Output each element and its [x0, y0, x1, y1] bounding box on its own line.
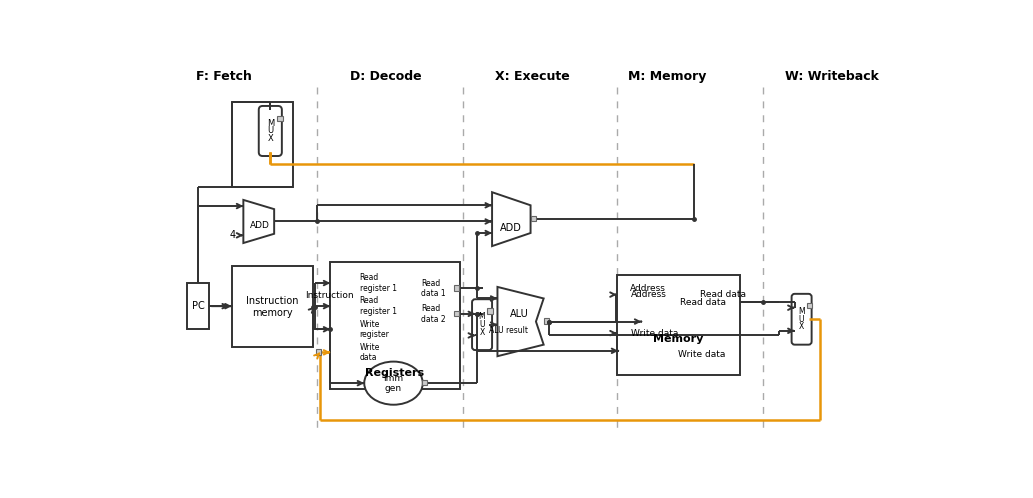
Text: X: X	[268, 134, 273, 143]
Bar	[277, 116, 283, 122]
Bar	[807, 303, 812, 308]
Text: U: U	[799, 315, 805, 324]
Text: X: X	[479, 328, 484, 337]
Bar	[231, 102, 293, 187]
Text: ALU result: ALU result	[489, 326, 528, 335]
Text: F: Fetch: F: Fetch	[196, 70, 252, 83]
Text: Address: Address	[631, 290, 666, 299]
Text: M: Memory: M: Memory	[628, 70, 706, 83]
Text: U: U	[268, 126, 274, 135]
Bar	[316, 349, 321, 355]
Text: D: Decode: D: Decode	[350, 70, 421, 83]
Text: Address: Address	[630, 284, 665, 293]
Text: Write data: Write data	[678, 350, 725, 359]
Text: M: M	[799, 307, 805, 316]
Bar	[453, 311, 459, 316]
Text: Read data: Read data	[700, 290, 746, 299]
Text: Registers: Registers	[366, 368, 425, 378]
Text: PC: PC	[191, 301, 205, 311]
Text: M: M	[478, 312, 486, 321]
Text: Read data: Read data	[680, 298, 726, 307]
Text: Write
data: Write data	[359, 343, 380, 362]
Text: U: U	[479, 320, 484, 329]
Text: ALU: ALU	[509, 309, 529, 319]
Text: ADD: ADD	[500, 224, 523, 234]
Text: Instruction: Instruction	[306, 291, 354, 300]
Polygon shape	[244, 200, 274, 243]
Bar	[543, 319, 550, 324]
Bar	[531, 216, 536, 222]
FancyBboxPatch shape	[472, 299, 492, 350]
Text: X: X	[799, 322, 805, 332]
Text: M: M	[267, 119, 274, 128]
Text: Memory: Memory	[653, 334, 703, 344]
Bar	[231, 266, 313, 347]
Text: Read
data 1: Read data 1	[421, 279, 446, 298]
Bar	[488, 308, 493, 314]
Text: ADD: ADD	[250, 221, 271, 230]
Bar	[422, 380, 428, 385]
Text: Read
data 2: Read data 2	[421, 304, 446, 324]
FancyBboxPatch shape	[791, 294, 812, 345]
Text: gen: gen	[385, 384, 402, 393]
Text: 4: 4	[229, 230, 236, 241]
Text: Read
register 1: Read register 1	[359, 273, 397, 293]
Bar	[187, 283, 209, 329]
Text: Imm: Imm	[383, 374, 404, 383]
Text: Instruction: Instruction	[246, 296, 299, 306]
Polygon shape	[498, 287, 543, 356]
Bar	[331, 261, 460, 388]
Text: memory: memory	[252, 308, 292, 318]
Bar	[617, 275, 740, 375]
Text: Write data: Write data	[631, 329, 678, 338]
Text: Read
register 1: Read register 1	[359, 296, 397, 316]
Text: X: Execute: X: Execute	[495, 70, 569, 83]
Polygon shape	[492, 192, 531, 246]
Ellipse shape	[365, 362, 422, 405]
Text: W: Writeback: W: Writeback	[785, 70, 879, 83]
Text: Write
register: Write register	[359, 320, 389, 339]
FancyBboxPatch shape	[258, 106, 282, 156]
Bar	[453, 285, 459, 291]
